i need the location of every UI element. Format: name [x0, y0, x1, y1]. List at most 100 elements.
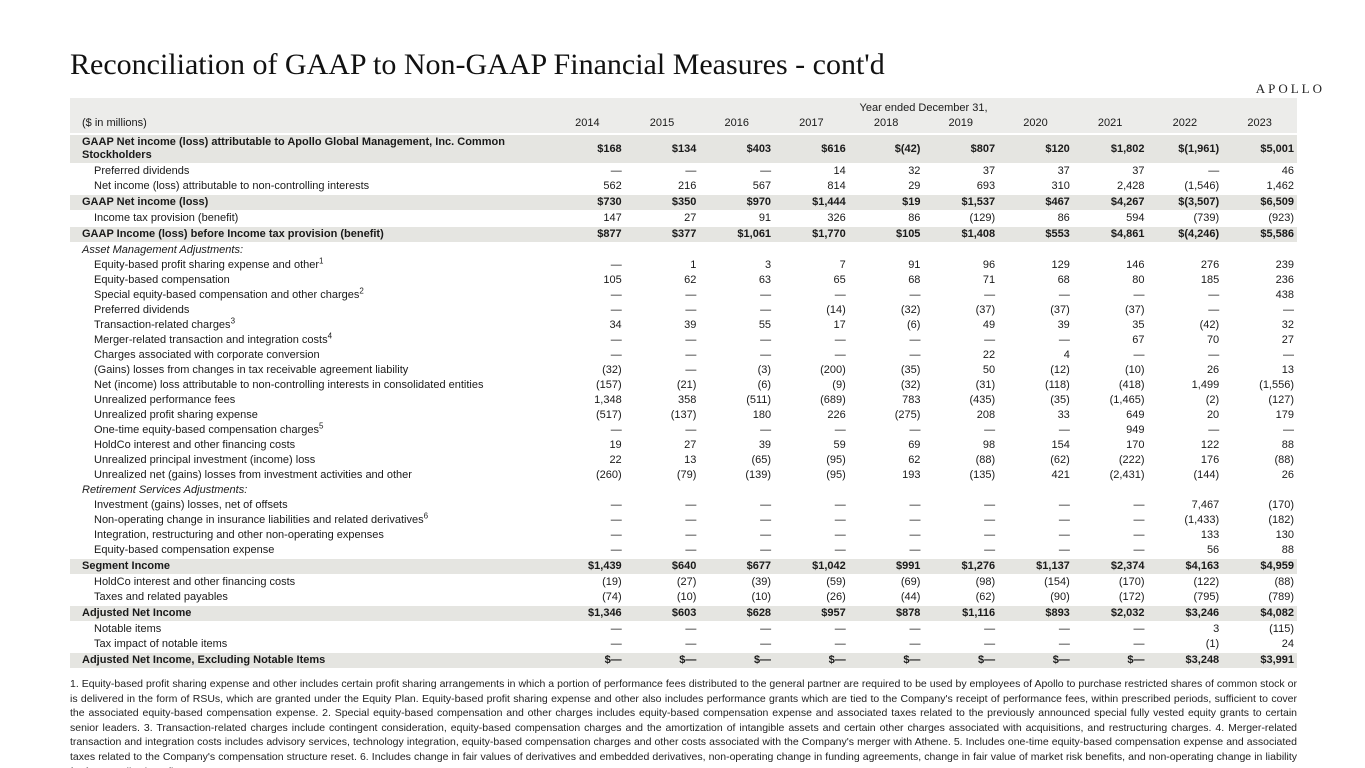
- row-value: —: [834, 638, 846, 650]
- table-row: Unrealized principal investment (income)…: [70, 453, 1297, 468]
- row-value: 567: [752, 180, 772, 192]
- row-value: (6): [757, 379, 772, 391]
- footnote-marker: 6: [423, 511, 429, 521]
- row-value: $1,537: [923, 194, 999, 211]
- row-value: (95): [826, 454, 846, 466]
- table-row: Tax impact of notable items — — — — — — — — (1) 24: [70, 637, 1297, 653]
- table-row: Equity-based profit sharing expense and …: [70, 256, 1297, 273]
- row-value: (137): [670, 409, 697, 421]
- table-row: Unrealized net (gains) losses from inves…: [70, 468, 1297, 483]
- row-value: —: [984, 424, 996, 436]
- table-row: Equity-based compensation 105 62 63 65 68 71 68…: [70, 273, 1297, 288]
- row-value: —: [1058, 638, 1070, 650]
- row-value: 814: [827, 180, 846, 192]
- row-value: —: [610, 529, 622, 541]
- row-value: $807: [923, 133, 999, 164]
- row-value: (74): [602, 591, 622, 603]
- year-header: 2019: [923, 116, 999, 135]
- row-value: 1,462: [1266, 180, 1295, 192]
- table-row: Investment (gains) losses, net of offset…: [70, 498, 1297, 513]
- row-value: 185: [1200, 274, 1220, 286]
- row-value: (170): [1268, 499, 1295, 511]
- row-value: 17: [833, 319, 846, 331]
- row-value: (62): [975, 591, 996, 603]
- row-value: (157): [596, 379, 622, 391]
- row-value: 326: [827, 212, 846, 224]
- row-value: —: [984, 529, 996, 541]
- row-value: $5,001: [1222, 133, 1298, 164]
- row-value: (517): [596, 409, 622, 421]
- row-label: Non-operating change in insurance liabil…: [94, 511, 429, 526]
- row-value: —: [610, 638, 622, 650]
- row-value: 27: [1281, 334, 1295, 346]
- row-value: $—: [923, 652, 999, 669]
- year-header: 2017: [774, 116, 849, 135]
- row-value: 86: [1057, 212, 1070, 224]
- row-value: $467: [998, 194, 1073, 211]
- row-value: 71: [982, 274, 996, 286]
- row-value: [625, 483, 700, 498]
- row-value: $120: [998, 133, 1073, 164]
- table-row: Asset Management Adjustments:: [70, 243, 1297, 259]
- row-value: —: [1208, 349, 1220, 361]
- row-value: —: [984, 638, 996, 650]
- row-value: —: [760, 638, 772, 650]
- row-value: $3,246: [1147, 605, 1223, 622]
- row-label: Segment Income: [70, 558, 550, 575]
- footnote-marker: 1: [319, 256, 324, 266]
- row-value: 1,499: [1191, 379, 1220, 391]
- row-value: $—: [550, 652, 625, 669]
- row-value: (95): [826, 469, 846, 481]
- table-row: Charges associated with corporate conver…: [70, 348, 1297, 363]
- row-value: 693: [976, 180, 996, 192]
- table-row: Adjusted Net Income, Excluding Notable I…: [70, 652, 1298, 669]
- row-value: [849, 243, 924, 259]
- row-value: —: [984, 623, 996, 635]
- row-value: —: [610, 259, 622, 271]
- row-value: $1,137: [998, 558, 1073, 575]
- row-value: 63: [758, 274, 772, 286]
- row-value: [774, 243, 849, 259]
- row-value: [998, 483, 1073, 498]
- row-value: —: [685, 529, 697, 541]
- year-header: 2021: [1072, 116, 1148, 135]
- row-value: 7,467: [1191, 499, 1220, 511]
- row-value: 133: [1200, 529, 1220, 541]
- row-value: (172): [1118, 591, 1145, 603]
- row-value: —: [909, 424, 921, 436]
- row-value: 32: [908, 165, 921, 177]
- row-value: —: [610, 349, 622, 361]
- row-label: Preferred dividends: [94, 304, 190, 316]
- row-value: —: [685, 544, 697, 556]
- row-value: —: [834, 289, 846, 301]
- row-value: $1,439: [550, 558, 625, 575]
- row-value: —: [834, 424, 846, 436]
- row-value: (418): [1118, 379, 1145, 391]
- row-value: —: [685, 514, 697, 526]
- row-value: 20: [1206, 409, 1220, 421]
- row-value: $2,374: [1072, 558, 1148, 575]
- row-value: (88): [1274, 454, 1295, 466]
- row-value: —: [760, 544, 772, 556]
- row-value: (170): [1118, 576, 1145, 588]
- row-value: —: [1133, 638, 1145, 650]
- row-value: (689): [820, 394, 846, 406]
- row-value: (129): [969, 212, 996, 224]
- row-value: $677: [699, 558, 775, 575]
- row-value: $(1,961): [1147, 133, 1223, 164]
- row-value: 438: [1275, 289, 1295, 301]
- row-value: [1148, 243, 1223, 259]
- row-value: [1148, 483, 1223, 498]
- row-value: [550, 483, 625, 498]
- table-header: Year ended December 31, ($ in millions) …: [70, 98, 1298, 135]
- table-row: One-time equity-based compensation charg…: [70, 422, 1297, 438]
- row-value: —: [685, 638, 697, 650]
- row-value: —: [610, 544, 622, 556]
- row-value: —: [610, 514, 622, 526]
- table-row: Notable items — — — — — — — — 3 (115): [70, 622, 1297, 638]
- row-value: [550, 243, 625, 259]
- row-value: (10): [751, 591, 772, 603]
- row-value: (789): [1268, 591, 1295, 603]
- slide: APOLLO Reconciliation of GAAP to Non-GAA…: [0, 48, 1365, 768]
- row-value: —: [1058, 424, 1070, 436]
